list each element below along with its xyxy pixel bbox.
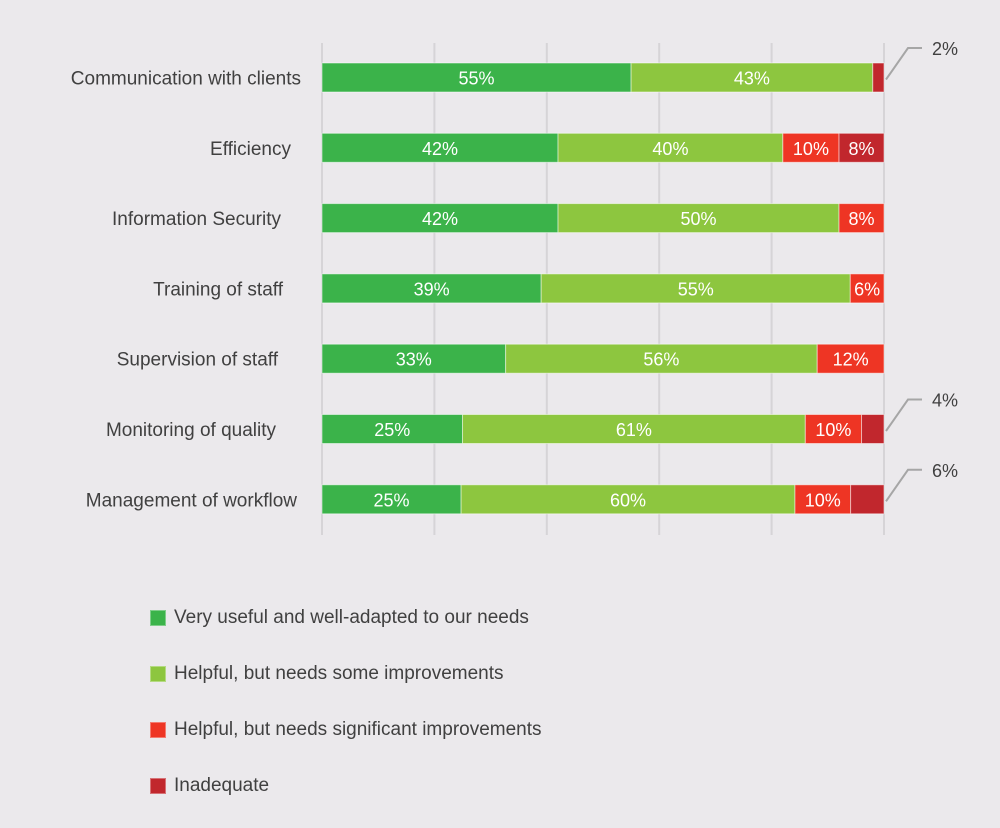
category-label: Communication with clients bbox=[71, 69, 301, 90]
callout-leader-line bbox=[885, 468, 922, 502]
bar-segment bbox=[861, 414, 885, 444]
legend-swatch bbox=[150, 722, 166, 738]
legend-label: Very useful and well-adapted to our need… bbox=[174, 607, 529, 628]
data-label: 55% bbox=[459, 69, 495, 89]
data-label: 8% bbox=[849, 139, 875, 159]
bar-segment bbox=[838, 132, 885, 163]
data-label: 25% bbox=[374, 420, 410, 440]
legend-label: Helpful, but needs significant improveme… bbox=[174, 719, 542, 740]
bar-segment bbox=[804, 414, 863, 444]
data-label: 55% bbox=[678, 279, 714, 299]
category-label: Information Security bbox=[112, 209, 281, 230]
legend-item: Inadequate bbox=[150, 772, 542, 800]
category-label: Management of workflow bbox=[86, 490, 297, 511]
legend-swatch bbox=[150, 778, 166, 794]
bar-segment bbox=[838, 203, 885, 234]
data-label: 12% bbox=[833, 350, 869, 370]
data-label: 50% bbox=[681, 209, 717, 229]
bar-segment bbox=[505, 343, 818, 374]
data-label: 8% bbox=[849, 209, 875, 229]
legend-swatch bbox=[150, 610, 166, 626]
category-labels: Communication with clients Efficiency Info… bbox=[71, 69, 301, 512]
legend-item: Helpful, but needs significant improveme… bbox=[150, 716, 542, 744]
callouts: 2% 4% 6% bbox=[885, 39, 958, 502]
data-label: 56% bbox=[643, 350, 679, 370]
bars: 55% 43% 42% 40% 10% 8% 42% 50% 8% 39% 55% 6% 33% 56% 1… bbox=[321, 62, 885, 515]
legend: Very useful and well-adapted to our need… bbox=[150, 604, 542, 828]
bar-segment bbox=[850, 484, 885, 515]
callout-leader-line bbox=[885, 47, 922, 81]
category-label: Supervision of staff bbox=[117, 350, 279, 371]
data-label: 43% bbox=[734, 69, 770, 89]
bar-segment bbox=[321, 203, 559, 234]
bar-segment bbox=[816, 343, 885, 374]
legend-label: Helpful, but needs some improvements bbox=[174, 663, 504, 684]
data-label: 10% bbox=[793, 139, 829, 159]
data-label: 60% bbox=[610, 490, 646, 510]
data-label: 25% bbox=[374, 490, 410, 510]
data-label: 10% bbox=[805, 490, 841, 510]
data-label: 6% bbox=[854, 279, 880, 299]
category-label: Monitoring of quality bbox=[106, 420, 277, 441]
data-label: 39% bbox=[414, 279, 450, 299]
category-label: Training of staff bbox=[153, 279, 284, 300]
data-label: 33% bbox=[396, 350, 432, 370]
data-label: 61% bbox=[616, 420, 652, 440]
data-label: 40% bbox=[652, 139, 688, 159]
bar-segment bbox=[321, 273, 542, 304]
stacked-bar-chart: Communication with clients Efficiency Info… bbox=[71, 39, 958, 535]
data-label: 10% bbox=[815, 420, 851, 440]
bar-segment bbox=[849, 273, 885, 304]
bar-segment bbox=[540, 273, 851, 304]
callout-label: 6% bbox=[932, 461, 958, 481]
callout-label: 4% bbox=[932, 391, 958, 411]
bar-segment bbox=[872, 62, 885, 93]
bar-segment bbox=[462, 414, 806, 444]
data-label: 42% bbox=[422, 139, 458, 159]
callout-label: 2% bbox=[932, 39, 958, 59]
legend-item: Very useful and well-adapted to our need… bbox=[150, 604, 542, 632]
legend-item: Helpful, but needs some improvements bbox=[150, 660, 542, 688]
bar-segment bbox=[557, 132, 784, 163]
callout-leader-line bbox=[885, 398, 922, 432]
legend-label: Inadequate bbox=[174, 775, 270, 796]
bar-segment bbox=[321, 343, 507, 374]
data-label: 42% bbox=[422, 209, 458, 229]
legend-swatch bbox=[150, 666, 166, 682]
bar-segment bbox=[321, 62, 632, 93]
bar-segment bbox=[782, 132, 840, 163]
bar-segment bbox=[557, 203, 840, 234]
category-label: Efficiency bbox=[210, 139, 291, 160]
